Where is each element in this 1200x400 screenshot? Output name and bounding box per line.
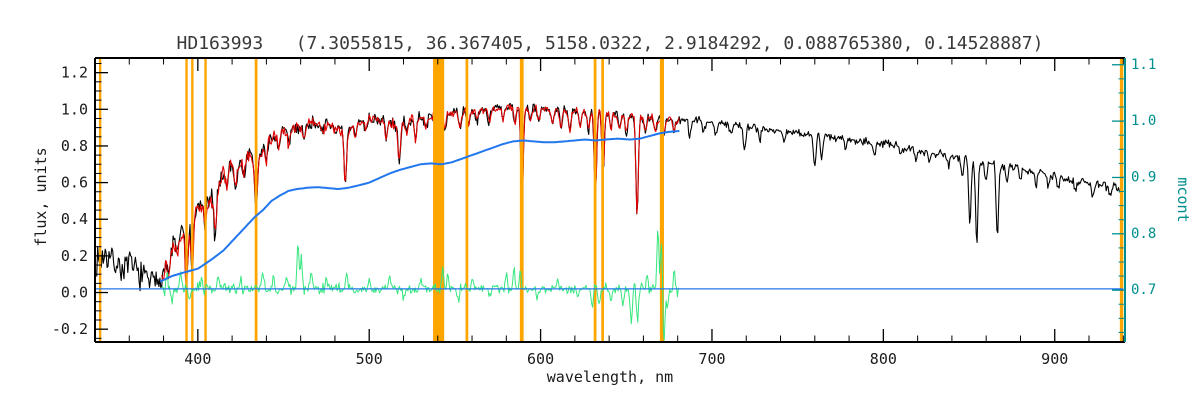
- y-right-tick-label: 0.9: [1131, 169, 1156, 185]
- fitted-spectrum-line: [161, 104, 680, 288]
- x-tick-label: 700: [698, 350, 725, 368]
- y-left-tick-label: 0.4: [61, 210, 88, 228]
- y-left-tick-label: 1.2: [61, 64, 88, 82]
- wavelength-marker-line: [433, 58, 445, 342]
- x-tick-label: 600: [527, 350, 554, 368]
- y-left-tick-label: 0.8: [61, 137, 88, 155]
- y-right-tick-label: 1.0: [1131, 113, 1156, 129]
- wavelength-marker-line: [659, 58, 664, 342]
- continuum-mcont-line: [159, 129, 680, 283]
- wavelength-marker-line: [185, 58, 188, 342]
- plot-title: HD163993 (7.3055815, 36.367405, 5158.032…: [176, 33, 1044, 54]
- y-left-tick-label: 0.2: [61, 247, 88, 265]
- y-right-tick-label: 0.7: [1131, 282, 1156, 298]
- x-axis-label: wavelength, nm: [546, 368, 674, 386]
- y-left-tick-label: 0.6: [61, 174, 88, 192]
- y-left-tick-label: 1.0: [61, 100, 88, 118]
- y-left-tick-label: -0.2: [52, 320, 88, 338]
- x-tick-label: 500: [356, 350, 383, 368]
- y-left-tick-label: 0.0: [61, 284, 88, 302]
- wavelength-marker-line: [191, 58, 194, 342]
- x-tick-label: 800: [870, 350, 897, 368]
- y-right-tick-label: 1.1: [1131, 57, 1156, 73]
- x-tick-label: 900: [1041, 350, 1068, 368]
- wavelength-marker-line: [254, 58, 258, 342]
- wavelength-marker-line: [601, 58, 605, 342]
- wavelength-marker-line: [204, 58, 207, 342]
- observed-spectrum-line: [96, 103, 1121, 292]
- wavelength-marker-line: [519, 58, 524, 342]
- wavelength-marker-line: [465, 58, 469, 342]
- y-right-tick-label: 0.8: [1131, 226, 1156, 242]
- wavelength-marker-line: [593, 58, 597, 342]
- wavelength-marker-line: [98, 58, 102, 342]
- wavelength-marker-line: [1119, 58, 1124, 342]
- x-tick-label: 400: [184, 350, 211, 368]
